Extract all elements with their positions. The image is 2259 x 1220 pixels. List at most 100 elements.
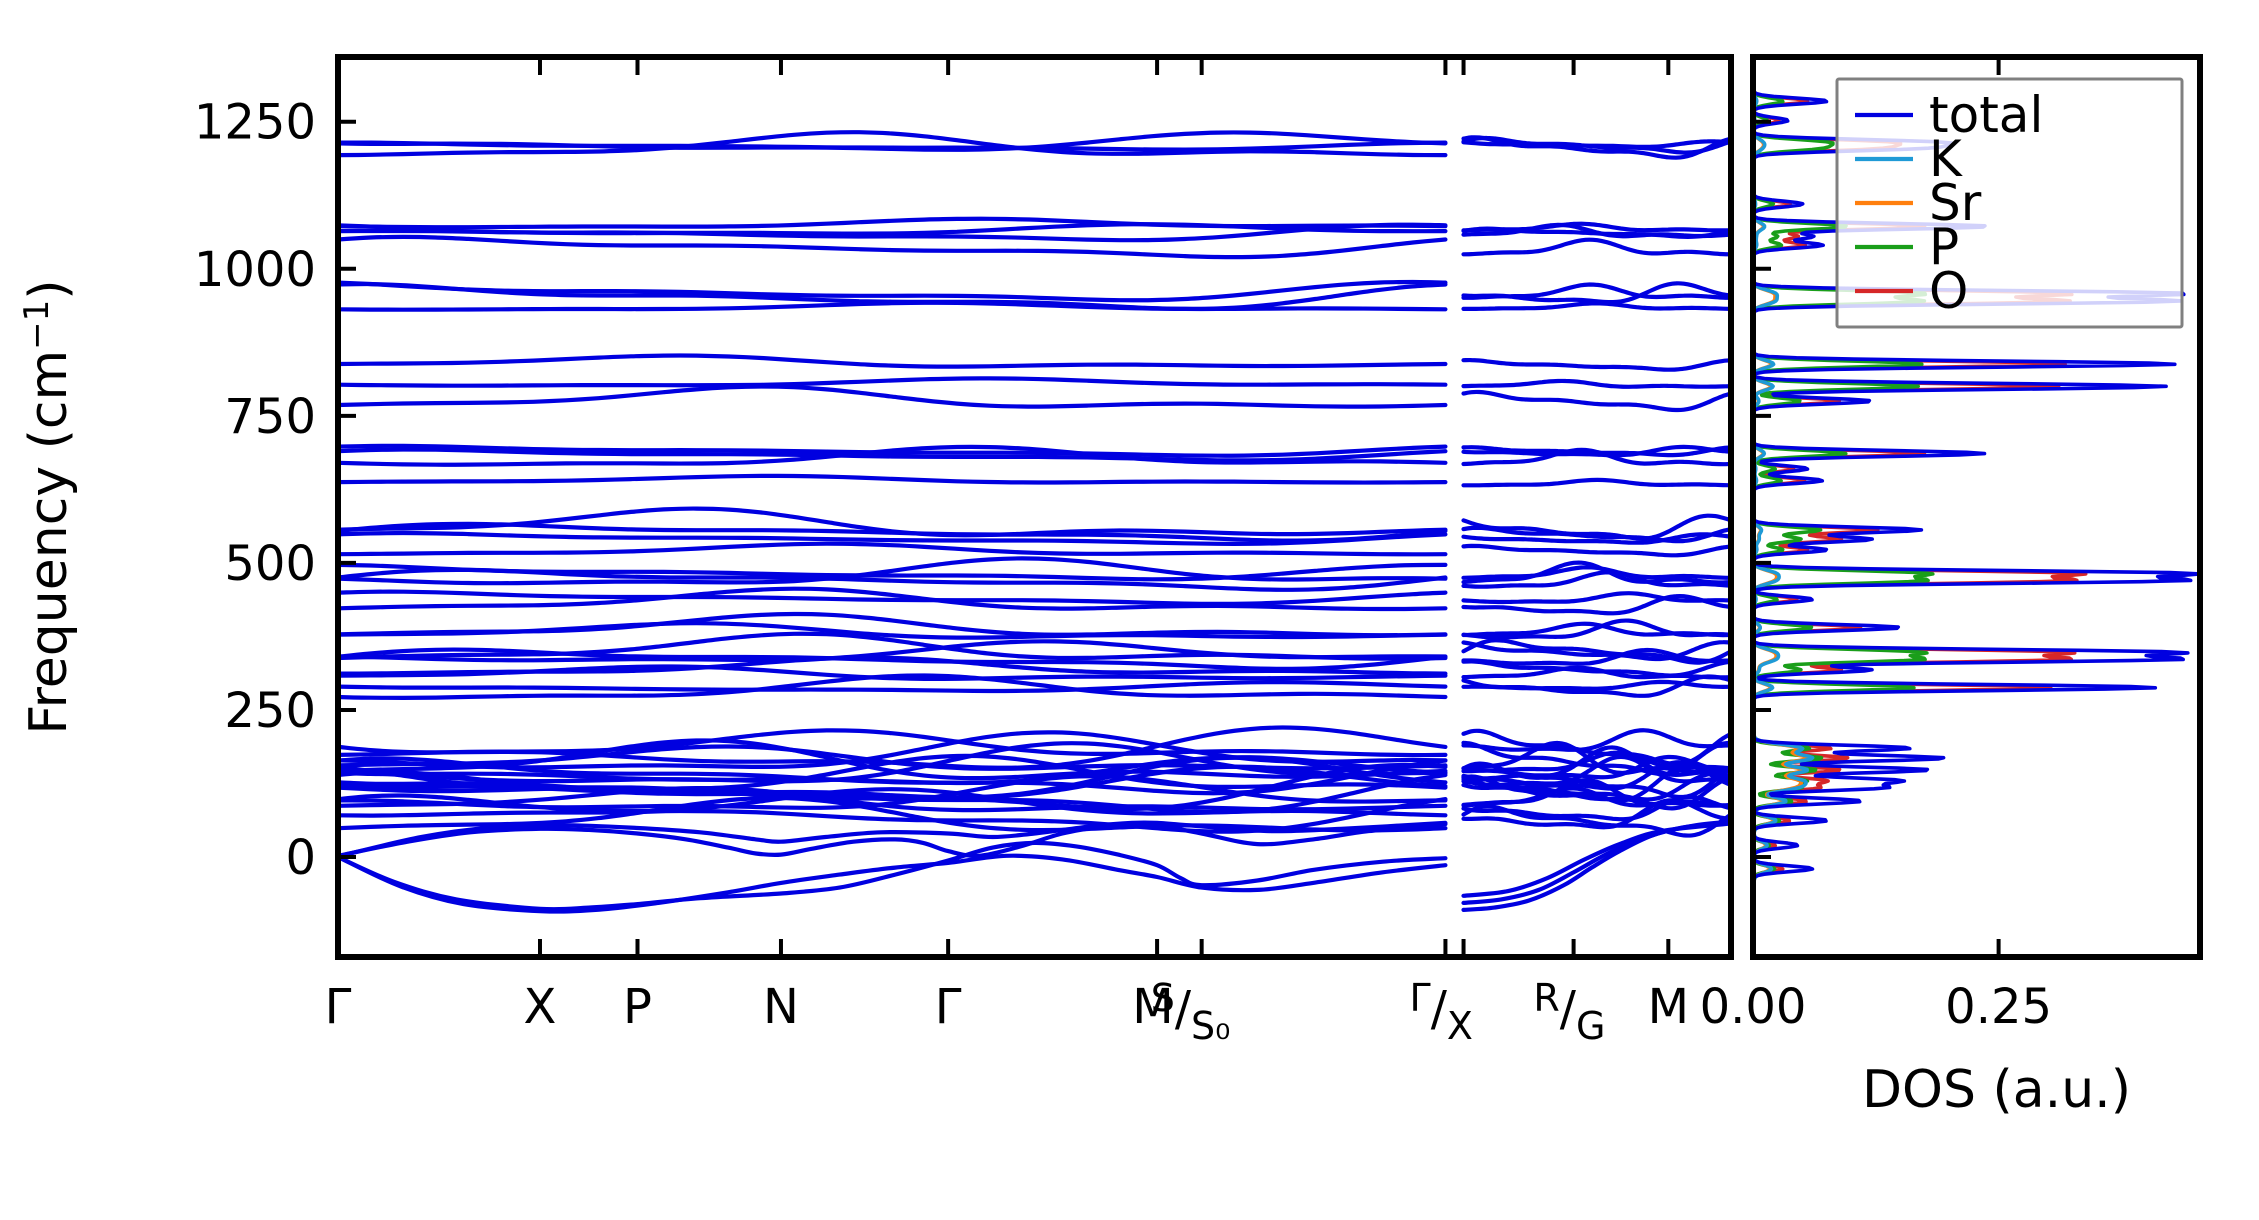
dos-axes-frame <box>1750 54 2203 960</box>
band-curve <box>338 541 1448 557</box>
y-tick-label: 1000 <box>194 242 316 298</box>
legend-label-Sr: Sr <box>1929 174 1982 232</box>
y-tick-label: 750 <box>224 389 316 445</box>
band-curve <box>1461 745 1731 781</box>
y-tick-label: 1250 <box>194 95 316 151</box>
legend-label-P: P <box>1929 218 1959 276</box>
x-tick-label: M <box>1648 979 1689 1035</box>
band-curve <box>338 795 1448 833</box>
band-panel <box>335 54 1734 960</box>
band-curve <box>338 741 1448 784</box>
band-curve <box>1461 237 1731 257</box>
band-curve <box>338 521 1448 543</box>
band-curve <box>1461 513 1731 541</box>
band-curve <box>1461 525 1731 544</box>
acoustic-branches-segment-2 <box>1461 819 1731 912</box>
x-tick-label: Γ <box>325 979 352 1035</box>
band-curve <box>1461 593 1731 616</box>
band-curve <box>1461 674 1731 698</box>
band-curve <box>1461 301 1731 311</box>
band-curve <box>1461 640 1731 662</box>
x-tick-label: M <box>1132 979 1173 1035</box>
x-axis <box>336 57 1733 957</box>
dos-x-tick-label: 0.25 <box>1945 979 2052 1035</box>
x-tick-label-fraction: R/G <box>1533 976 1605 1048</box>
band-curve <box>1461 560 1731 585</box>
legend-label-total: total <box>1929 86 2043 144</box>
x-tick-label: X <box>524 979 557 1035</box>
band-curve <box>338 140 1448 152</box>
band-curve <box>338 473 1448 485</box>
y-axis-label-text: Frequency (cm−1) <box>17 279 79 734</box>
band-curve <box>338 530 1448 546</box>
legend-label-K: K <box>1929 130 1963 188</box>
band-curve <box>338 621 1448 640</box>
band-curve <box>1461 444 1731 458</box>
band-curves-segment-2 <box>1461 135 1731 838</box>
band-curve <box>1461 804 1731 838</box>
x-tick-label-fraction: Γ/X <box>1410 976 1473 1048</box>
band-curves-segment-1 <box>338 130 1448 834</box>
band-curve <box>1461 754 1731 788</box>
band-curve <box>338 222 1448 243</box>
band-curve <box>338 444 1448 467</box>
y-tick-label: 0 <box>285 830 316 886</box>
band-curve <box>1461 135 1731 160</box>
band-curve <box>338 300 1448 312</box>
x-tick-label: N <box>763 979 799 1035</box>
band-curve <box>1461 389 1731 413</box>
band-curve <box>1461 357 1731 372</box>
acoustic-branch <box>338 821 1448 859</box>
legend-label-O: O <box>1929 262 1968 320</box>
band-curve <box>1461 665 1731 680</box>
x-tick-label: Γ <box>935 979 962 1035</box>
band-curve <box>338 384 1448 409</box>
band-curve <box>1461 638 1731 665</box>
acoustic-branches-segment-1 <box>338 820 1448 914</box>
band-axes-frame <box>335 54 1734 960</box>
band-curve <box>1461 447 1731 467</box>
y-tick-label: 250 <box>224 683 316 739</box>
band-curve <box>1461 532 1731 545</box>
band-curve <box>1461 647 1731 666</box>
dos-x-tick-label: 0.00 <box>1700 979 1807 1035</box>
dos-x-axis: 0.00 0.25 <box>1700 57 2052 1035</box>
band-curve <box>338 567 1448 592</box>
acoustic-branch <box>1461 821 1731 898</box>
x-tick-labels: Γ X P N Γ MS/S₀Γ/XR/G M <box>325 976 1689 1048</box>
band-curve <box>338 234 1448 260</box>
band-curve <box>338 589 1448 606</box>
acoustic-branch <box>338 853 1448 914</box>
band-curve <box>1461 728 1731 752</box>
legend-box <box>1835 77 2184 329</box>
band-curve <box>338 586 1448 612</box>
band-curve <box>338 647 1448 671</box>
band-curve <box>338 279 1448 303</box>
band-curve <box>1461 477 1731 488</box>
band-curve <box>1461 621 1731 638</box>
y-tick-label: 500 <box>224 536 316 592</box>
acoustic-branch <box>338 820 1448 859</box>
x-tick-label: P <box>623 979 652 1035</box>
y-axis: 0 250 500 750 1000 1250 <box>194 95 356 886</box>
band-curve <box>338 376 1448 388</box>
band-curve <box>1461 591 1731 605</box>
band-curve <box>338 787 1448 818</box>
band-curve <box>338 673 1448 700</box>
band-curve <box>1461 570 1731 589</box>
band-curve <box>1461 543 1731 558</box>
band-curve <box>1461 798 1731 830</box>
band-curve <box>338 556 1448 586</box>
band-curve <box>1461 378 1731 389</box>
band-curve <box>338 785 1448 813</box>
band-curve <box>338 639 1448 663</box>
band-curve <box>338 130 1448 158</box>
band-curve <box>1461 222 1731 239</box>
band-curve <box>1461 760 1731 791</box>
band-curve <box>338 680 1448 694</box>
y-axis-label: Frequency (cm−1) <box>17 279 79 734</box>
dos-axis-label: DOS (a.u.) <box>1862 1060 2131 1120</box>
